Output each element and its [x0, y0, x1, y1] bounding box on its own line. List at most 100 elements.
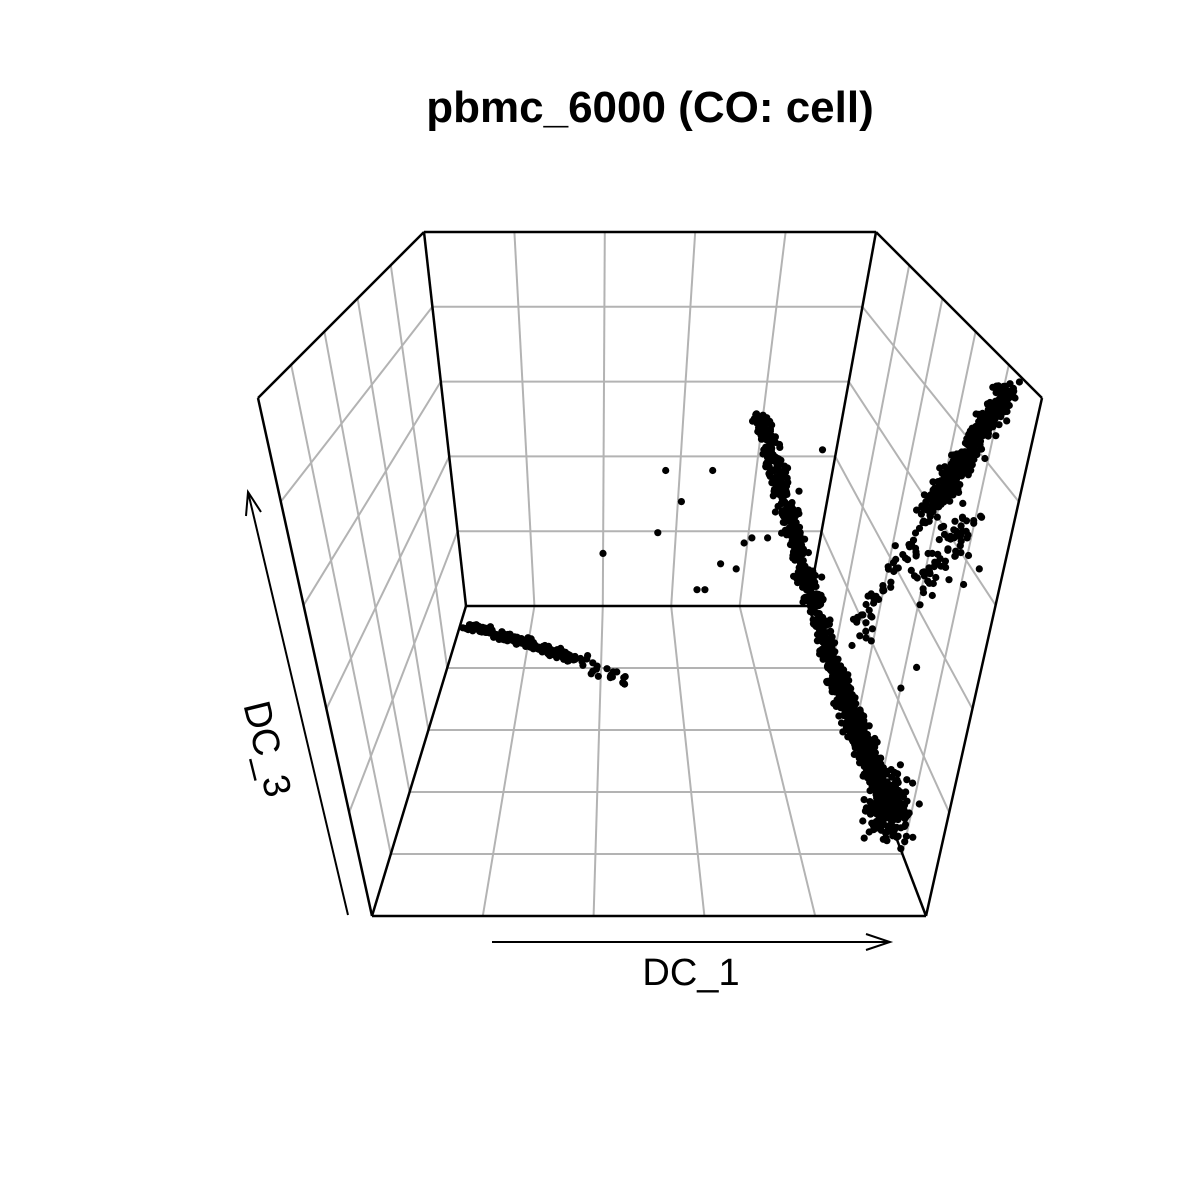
- data-point: [822, 652, 830, 660]
- data-point: [932, 573, 940, 582]
- data-point: [748, 534, 756, 542]
- data-point: [882, 784, 891, 792]
- data-point: [796, 569, 805, 578]
- data-point: [946, 497, 954, 505]
- data-point: [876, 775, 884, 783]
- data-point: [620, 674, 628, 682]
- data-point: [940, 522, 948, 530]
- data-point: [989, 383, 997, 391]
- data-point: [966, 453, 974, 461]
- data-point: [919, 518, 927, 527]
- data-point: [928, 591, 936, 600]
- data-point: [894, 832, 902, 840]
- data-point: [846, 711, 854, 719]
- data-point: [988, 414, 996, 422]
- data-point: [504, 636, 512, 644]
- box-edge: [806, 231, 878, 607]
- data-point: [841, 704, 849, 712]
- data-point: [970, 519, 978, 527]
- data-point: [765, 463, 773, 471]
- data-point: [862, 619, 870, 627]
- data-point: [955, 468, 963, 476]
- data-point: [929, 493, 937, 501]
- grid-line: [592, 605, 604, 917]
- data-point: [867, 800, 876, 809]
- data-point: [888, 822, 896, 830]
- data-point: [603, 665, 611, 673]
- data-point: [929, 486, 937, 494]
- data-point: [949, 477, 957, 485]
- grid-line: [830, 265, 911, 669]
- data-point: [785, 515, 793, 523]
- data-point: [929, 579, 937, 588]
- data-point: [862, 600, 870, 609]
- data-point: [850, 750, 858, 759]
- data-point: [830, 682, 838, 690]
- data-point: [840, 683, 848, 692]
- data-point: [867, 637, 875, 645]
- data-point: [962, 517, 971, 525]
- data-point: [1000, 388, 1008, 396]
- data-point: [851, 741, 859, 749]
- data-point: [771, 508, 780, 516]
- data-point: [893, 776, 901, 784]
- data-point: [892, 555, 900, 564]
- data-point: [944, 546, 952, 554]
- data-point: [913, 574, 921, 582]
- data-point: [891, 542, 899, 550]
- data-point: [903, 776, 911, 784]
- data-point: [992, 432, 1000, 440]
- data-point: [764, 534, 772, 542]
- data-point: [804, 549, 813, 557]
- data-point: [750, 415, 759, 423]
- data-point: [890, 567, 898, 576]
- data-point: [812, 582, 820, 591]
- data-point: [813, 630, 822, 639]
- data-point: [901, 838, 909, 846]
- data-point: [883, 837, 891, 845]
- data-point: [481, 626, 489, 634]
- data-point: [909, 833, 917, 841]
- data-point: [937, 562, 945, 570]
- data-point: [589, 659, 597, 667]
- data-point: [879, 802, 887, 810]
- data-point: [571, 655, 579, 664]
- data-point: [518, 639, 526, 647]
- data-point: [995, 421, 1003, 429]
- data-point: [803, 595, 811, 604]
- data-point: [825, 641, 833, 649]
- data-point: [953, 459, 961, 467]
- data-point: [944, 489, 952, 497]
- data-point: [913, 506, 921, 514]
- data-point: [985, 426, 993, 434]
- data-point: [787, 529, 795, 537]
- data-point: [943, 474, 951, 482]
- data-point: [911, 529, 920, 537]
- data-point: [766, 469, 774, 477]
- data-point: [553, 654, 561, 662]
- data-point: [844, 671, 852, 679]
- data-point: [760, 420, 768, 428]
- data-point: [818, 573, 826, 581]
- data-point: [828, 653, 836, 662]
- grid-line: [834, 455, 974, 710]
- data-point: [940, 495, 948, 503]
- data-point: [936, 555, 944, 563]
- data-point: [778, 484, 786, 492]
- data-point: [879, 585, 887, 593]
- data-point: [915, 800, 923, 808]
- data-point: [822, 629, 830, 637]
- data-point: [848, 641, 856, 650]
- chart-title: pbmc_6000 (CO: cell): [426, 83, 874, 132]
- data-point: [863, 774, 872, 782]
- grid-line: [323, 331, 411, 793]
- data-point: [818, 446, 827, 454]
- data-point: [842, 692, 851, 700]
- data-point: [897, 788, 905, 796]
- data-point: [926, 570, 934, 578]
- data-point: [794, 579, 802, 587]
- grid-line: [280, 306, 434, 503]
- data-point: [548, 646, 556, 654]
- data-point: [796, 544, 804, 552]
- data-point: [891, 769, 900, 777]
